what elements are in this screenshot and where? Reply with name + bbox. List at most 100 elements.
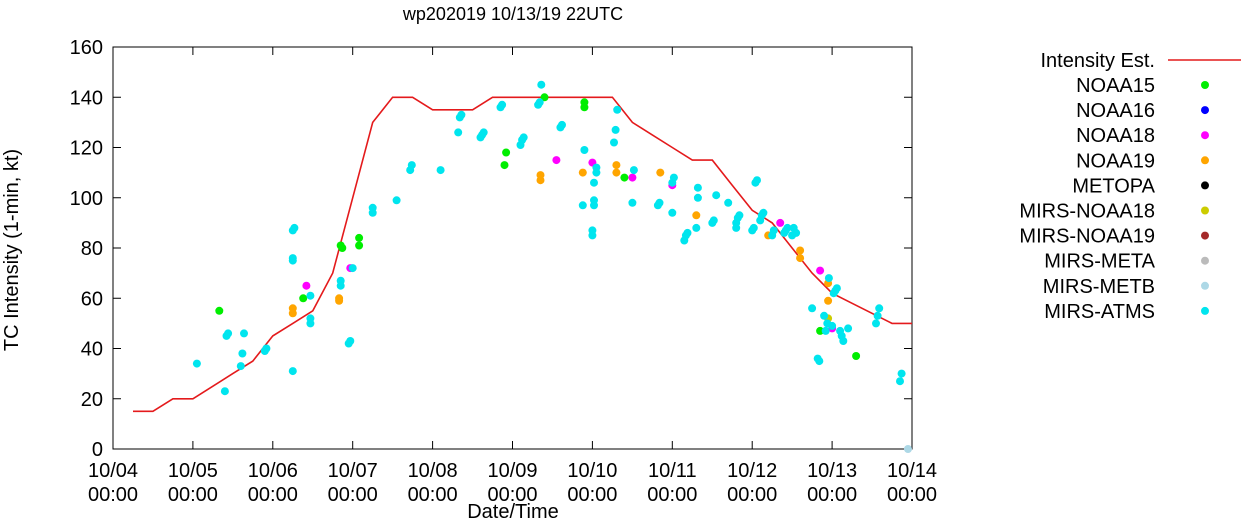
point-mirs-atms <box>875 304 884 313</box>
point-mirs-atms <box>693 183 702 192</box>
point-mirs-atms <box>519 133 528 142</box>
legend-marker-mirs-atms <box>1201 306 1209 315</box>
x-tick-label: 00:00 <box>567 484 617 506</box>
legend-label-noaa18: NOAA18 <box>1076 125 1155 147</box>
point-noaa15 <box>540 93 549 102</box>
point-mirs-atms <box>724 198 733 207</box>
y-axis-label: TC Intensity (1-min, kt) <box>1 149 23 351</box>
point-mirs-atms <box>262 344 271 353</box>
point-mirs-atms <box>436 166 445 175</box>
point-mirs-atms <box>844 324 853 333</box>
legend-marker-noaa16 <box>1201 106 1209 115</box>
point-mirs-atms <box>535 98 544 107</box>
point-noaa19 <box>796 246 805 255</box>
point-mirs-atms <box>392 196 401 205</box>
point-noaa19 <box>824 296 833 305</box>
point-noaa18 <box>302 281 311 290</box>
point-noaa15 <box>620 173 629 182</box>
point-mirs-atms <box>288 367 297 376</box>
point-mirs-atms <box>692 223 701 232</box>
point-mirs-atms <box>815 357 824 366</box>
legend-label-mirs-metb: MIRS-METB <box>1043 276 1155 298</box>
point-noaa15 <box>338 244 347 252</box>
point-mirs-atms <box>897 369 906 378</box>
point-mirs-atms <box>479 128 488 137</box>
y-tick-label: 120 <box>70 138 103 160</box>
legend-marker-metopa <box>1201 181 1209 190</box>
legend-label-noaa15: NOAA15 <box>1076 75 1155 97</box>
legend: Intensity Est. NOAA15 NOAA16 NOAA18 NOAA19 ME… <box>1019 50 1241 323</box>
legend-label-mirs-atms: MIRS-ATMS <box>1044 301 1155 323</box>
point-mirs-atms <box>578 201 587 210</box>
point-noaa19 <box>288 304 297 313</box>
y-tick-label: 80 <box>81 238 103 260</box>
point-noaa15 <box>816 326 825 335</box>
point-noaa15 <box>580 103 589 112</box>
point-mirs-atms <box>712 191 721 200</box>
point-noaa15 <box>355 241 364 250</box>
x-tick-label: 10/08 <box>408 460 458 482</box>
point-noaa19 <box>536 171 545 180</box>
point-mirs-atms <box>537 80 546 89</box>
point-mirs-atms <box>238 349 247 358</box>
point-mirs-atms <box>192 359 201 368</box>
point-noaa19 <box>796 254 805 263</box>
point-mirs-atms <box>655 198 664 207</box>
point-mirs-atms <box>588 226 597 235</box>
point-noaa15 <box>502 148 511 157</box>
legend-label-intensity-est: Intensity Est. <box>1041 50 1156 72</box>
point-mirs-atms <box>590 178 598 187</box>
point-mirs-atms <box>668 208 677 217</box>
point-mirs-atms <box>290 223 299 232</box>
point-noaa15 <box>355 233 364 242</box>
point-mirs-atms <box>407 161 416 170</box>
point-mirs-metb <box>904 445 912 453</box>
x-tick-label: 10/13 <box>807 460 857 482</box>
point-mirs-atms <box>306 291 315 300</box>
point-noaa15 <box>215 306 224 315</box>
x-tick-label: 00:00 <box>408 484 458 506</box>
legend-marker-mirs-meta <box>1201 256 1209 265</box>
legend-label-mirs-meta: MIRS-META <box>1044 251 1155 273</box>
x-tick-label: 00:00 <box>887 484 937 506</box>
legend-marker-mirs-metb <box>1201 281 1209 290</box>
x-tick-label: 00:00 <box>248 484 298 506</box>
point-mirs-atms <box>828 321 837 330</box>
point-mirs-atms <box>896 377 904 386</box>
point-noaa19 <box>656 168 665 177</box>
point-noaa19 <box>612 161 621 170</box>
point-mirs-atms <box>629 166 638 175</box>
x-tick-label: 10/11 <box>648 460 697 482</box>
point-mirs-atms <box>783 223 792 232</box>
y-tick-label: 40 <box>81 339 103 361</box>
point-noaa18 <box>552 156 561 165</box>
point-mirs-atms <box>820 311 829 320</box>
legend-label-noaa16: NOAA16 <box>1076 100 1155 122</box>
point-mirs-atms <box>288 254 297 263</box>
y-tick-label: 60 <box>81 288 103 310</box>
legend-marker-noaa19 <box>1201 156 1209 165</box>
legend-marker-mirs-noaa18 <box>1201 206 1209 215</box>
point-mirs-atms <box>336 276 345 285</box>
point-mirs-atms <box>628 198 637 207</box>
point-mirs-atms <box>558 120 566 129</box>
point-noaa18 <box>628 173 637 182</box>
x-tick-label: 00:00 <box>168 484 218 506</box>
x-tick-label: 00:00 <box>727 484 777 506</box>
x-tick-label: 10/06 <box>248 460 298 482</box>
point-mirs-atms <box>824 274 833 283</box>
y-tick-label: 100 <box>70 188 103 210</box>
y-tick-label: 20 <box>81 389 103 411</box>
x-tick-label: 00:00 <box>88 484 138 506</box>
point-mirs-atms <box>592 163 601 172</box>
x-axis-label: Date/Time <box>467 501 559 521</box>
point-noaa15 <box>299 294 308 303</box>
point-mirs-atms <box>709 216 718 225</box>
point-mirs-atms <box>346 337 355 345</box>
point-mirs-atms <box>454 128 463 137</box>
y-tick-label: 0 <box>92 439 103 461</box>
point-mirs-atms <box>669 173 678 182</box>
y-tick-label: 160 <box>70 37 103 59</box>
point-mirs-atms <box>580 146 589 154</box>
point-noaa19 <box>335 294 344 303</box>
